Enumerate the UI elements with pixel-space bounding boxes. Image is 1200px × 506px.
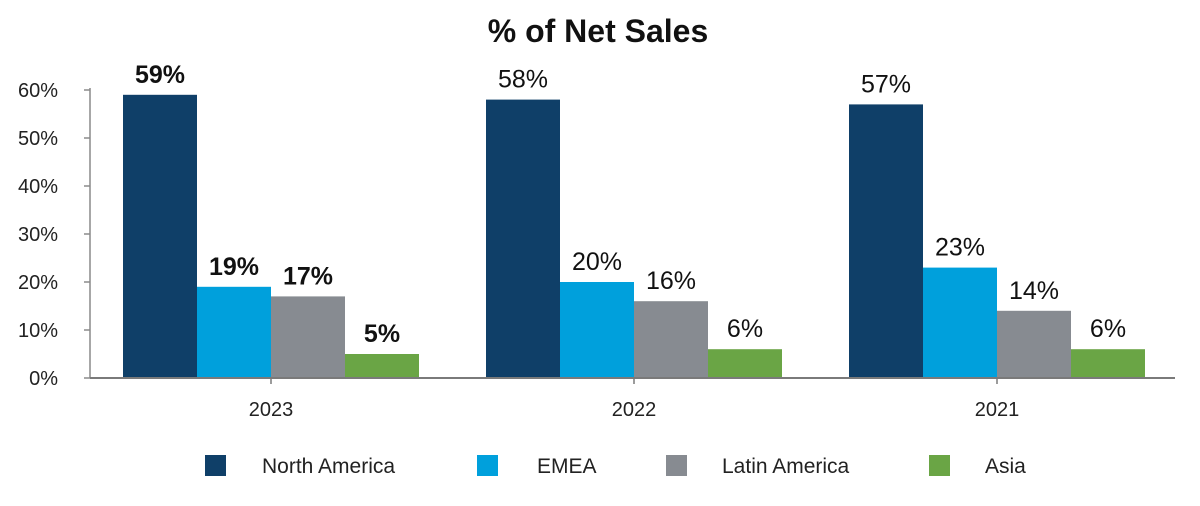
bar-value-label: 6% <box>727 315 763 343</box>
legend-label: Asia <box>985 455 1026 478</box>
bar-value-label: 16% <box>646 267 696 295</box>
bar-value-label: 19% <box>209 253 259 281</box>
bar-value-label: 17% <box>283 262 333 290</box>
x-tick-label: 2021 <box>975 399 1020 421</box>
bar <box>271 296 345 378</box>
y-tick-label: 10% <box>18 320 58 342</box>
x-tick-label: 2023 <box>249 399 294 421</box>
legend: North America EMEA Latin America Asia <box>205 455 1026 478</box>
y-tick-label: 20% <box>18 272 58 294</box>
bar <box>345 354 419 378</box>
bar-value-label: 20% <box>572 248 622 276</box>
bar <box>997 310 1071 378</box>
y-axis: 0% 10% 20% 30% 40% 50% 60% <box>18 80 91 390</box>
y-tick-label: 0% <box>29 368 58 390</box>
bar-value-label: 14% <box>1009 277 1059 305</box>
bar <box>197 286 271 378</box>
bar <box>923 267 997 378</box>
bar-value-label: 59% <box>135 61 185 89</box>
bar <box>634 301 708 378</box>
bar <box>123 94 197 379</box>
bar-labels-group: 59% 19% 17% 5% 58% 20% 16% 6% 57% 23% 14% 6% <box>135 61 1126 348</box>
y-tick-label: 50% <box>18 128 58 150</box>
legend-label: Latin America <box>722 455 850 478</box>
legend-swatch <box>477 455 498 476</box>
legend-label: North America <box>262 455 395 478</box>
legend-swatch <box>205 455 226 476</box>
bar <box>708 349 782 378</box>
bar <box>849 104 923 379</box>
bar <box>560 282 634 378</box>
bars-group <box>123 94 1145 379</box>
legend-swatch <box>666 455 687 476</box>
bar-value-label: 6% <box>1090 315 1126 343</box>
bar-value-label: 58% <box>498 66 548 94</box>
bar <box>1071 349 1145 378</box>
x-axis: 2023 2022 2021 <box>90 377 1175 421</box>
x-tick-label: 2022 <box>612 399 657 421</box>
y-tick-label: 40% <box>18 176 58 198</box>
legend-label: EMEA <box>537 455 597 478</box>
y-tick-label: 60% <box>18 80 58 102</box>
chart-title: % of Net Sales <box>488 13 709 49</box>
bar-value-label: 23% <box>935 234 985 262</box>
bar <box>486 99 560 378</box>
bar-value-label: 57% <box>861 70 911 98</box>
legend-swatch <box>929 455 950 476</box>
y-tick-label: 30% <box>18 224 58 246</box>
bar-value-label: 5% <box>364 320 400 348</box>
